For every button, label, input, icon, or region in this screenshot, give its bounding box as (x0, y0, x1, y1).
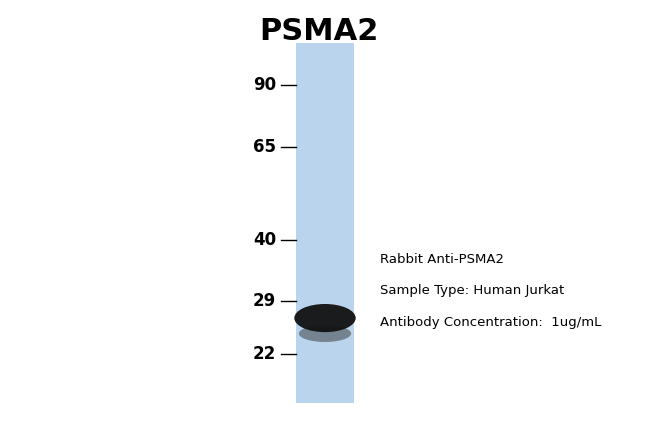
Text: 22: 22 (253, 345, 276, 362)
Ellipse shape (294, 304, 356, 332)
Text: 90: 90 (253, 76, 276, 94)
Text: Antibody Concentration:  1ug/mL: Antibody Concentration: 1ug/mL (380, 316, 602, 329)
Text: PSMA2: PSMA2 (259, 17, 378, 46)
Text: 29: 29 (253, 292, 276, 310)
Text: Rabbit Anti-PSMA2: Rabbit Anti-PSMA2 (380, 253, 504, 266)
Text: Sample Type: Human Jurkat: Sample Type: Human Jurkat (380, 284, 564, 297)
Bar (296, 43, 354, 403)
Text: 40: 40 (253, 231, 276, 249)
Text: 65: 65 (254, 138, 276, 156)
Ellipse shape (299, 325, 351, 342)
